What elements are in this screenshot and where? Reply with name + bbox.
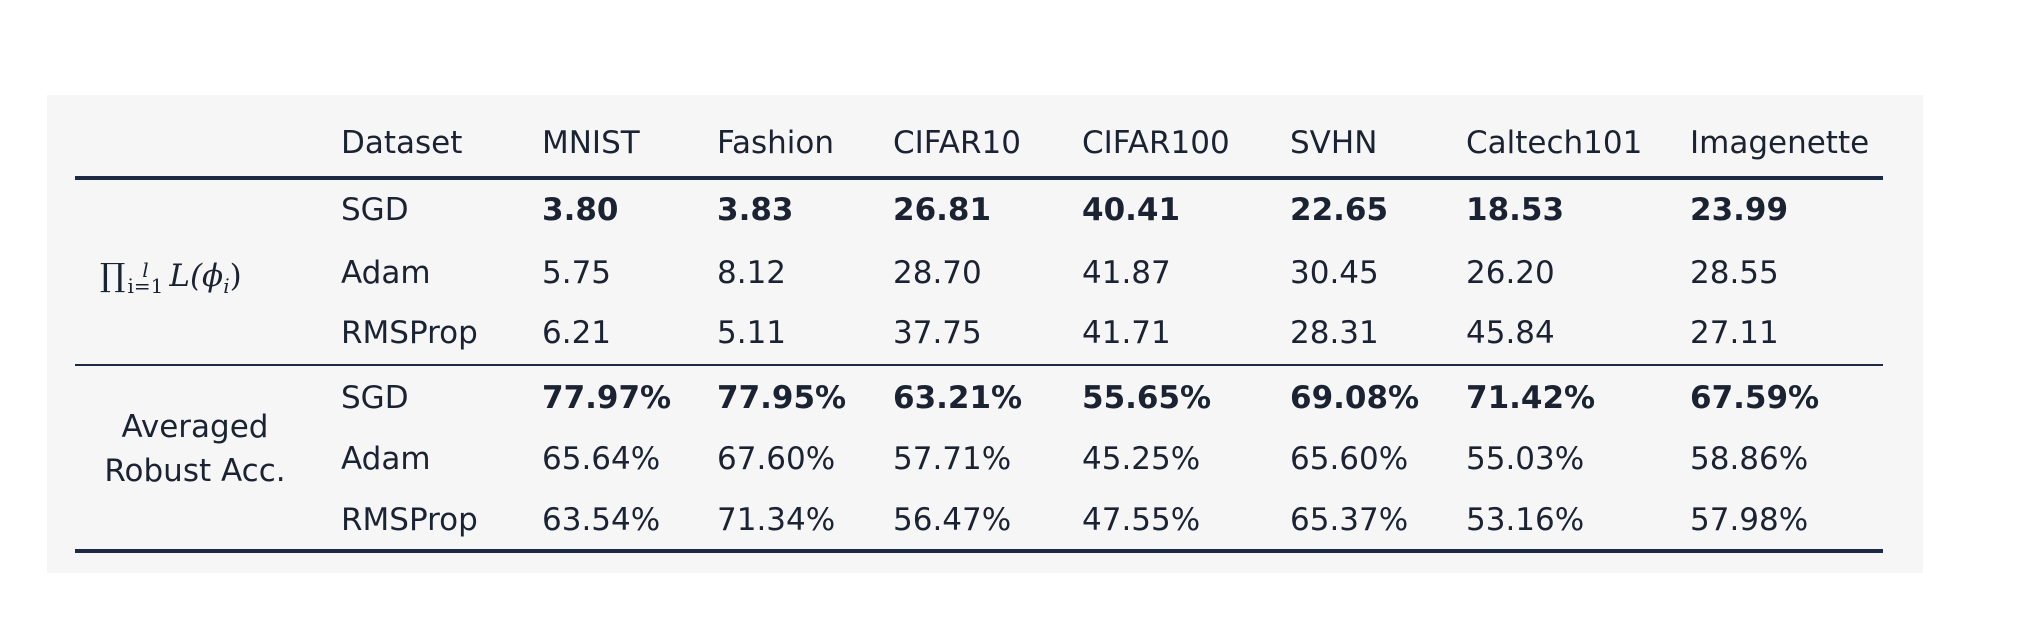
g1-row3-cifar10: 37.75 <box>893 315 982 351</box>
g2-row3-imagenette: 57.98% <box>1690 502 1809 538</box>
g2-row2-cifar100: 45.25% <box>1082 441 1201 477</box>
group-loss-product-label: ∏ l i=1 L(ϕi) <box>100 256 242 299</box>
rule-mid <box>75 364 1883 366</box>
header-cifar100: CIFAR100 <box>1082 125 1230 161</box>
rule-bottom <box>75 549 1883 553</box>
g1-row2-cifar10: 28.70 <box>893 255 982 291</box>
g2-row1-imagenette: 67.59% <box>1690 380 1820 416</box>
g1-row3-fashion: 5.11 <box>717 315 787 351</box>
g2-row3-optimizer: RMSProp <box>341 502 478 538</box>
g1-row3-mnist: 6.21 <box>542 315 612 351</box>
g2-row2-optimizer: Adam <box>341 441 431 477</box>
header-imagenette: Imagenette <box>1690 125 1870 161</box>
g2-row1-cifar10: 63.21% <box>893 380 1023 416</box>
g1-row3-optimizer: RMSProp <box>341 315 478 351</box>
g1-row2-imagenette: 28.55 <box>1690 255 1779 291</box>
g1-row3-cifar100: 41.71 <box>1082 315 1171 351</box>
g2-row1-caltech101: 71.42% <box>1466 380 1596 416</box>
g2-row3-mnist: 63.54% <box>542 502 661 538</box>
g1-row1-optimizer: SGD <box>341 192 409 228</box>
g2-row1-svhn: 69.08% <box>1290 380 1420 416</box>
g2-row3-caltech101: 53.16% <box>1466 502 1585 538</box>
g1-row1-fashion: 3.83 <box>717 192 794 228</box>
g2-row2-cifar10: 57.71% <box>893 441 1012 477</box>
g2-row3-fashion: 71.34% <box>717 502 836 538</box>
g2-row2-imagenette: 58.86% <box>1690 441 1809 477</box>
g2-row3-svhn: 65.37% <box>1290 502 1409 538</box>
rule-header <box>75 176 1883 180</box>
g2-row2-fashion: 67.60% <box>717 441 836 477</box>
g2-row3-cifar10: 56.47% <box>893 502 1012 538</box>
g2-row1-optimizer: SGD <box>341 380 409 416</box>
g1-row2-fashion: 8.12 <box>717 255 787 291</box>
g1-row1-svhn: 22.65 <box>1290 192 1389 228</box>
g1-row3-caltech101: 45.84 <box>1466 315 1555 351</box>
group-averaged-robust-acc-label: Averaged Robust Acc. <box>90 405 300 493</box>
header-svhn: SVHN <box>1290 125 1378 161</box>
g1-row2-mnist: 5.75 <box>542 255 612 291</box>
header-mnist: MNIST <box>542 125 640 161</box>
g2-row1-mnist: 77.97% <box>542 380 672 416</box>
g2-row2-caltech101: 55.03% <box>1466 441 1585 477</box>
g1-row1-cifar10: 26.81 <box>893 192 992 228</box>
header-cifar10: CIFAR10 <box>893 125 1021 161</box>
g1-row1-imagenette: 23.99 <box>1690 192 1789 228</box>
g2-row2-svhn: 65.60% <box>1290 441 1409 477</box>
g1-row2-optimizer: Adam <box>341 255 431 291</box>
header-fashion: Fashion <box>717 125 835 161</box>
header-caltech101: Caltech101 <box>1466 125 1643 161</box>
g1-row2-caltech101: 26.20 <box>1466 255 1555 291</box>
g2-row1-fashion: 77.95% <box>717 380 847 416</box>
table-panel <box>47 95 1923 573</box>
g2-row1-cifar100: 55.65% <box>1082 380 1212 416</box>
g1-row3-svhn: 28.31 <box>1290 315 1379 351</box>
g1-row1-mnist: 3.80 <box>542 192 619 228</box>
g1-row1-cifar100: 40.41 <box>1082 192 1181 228</box>
g1-row1-caltech101: 18.53 <box>1466 192 1565 228</box>
g1-row2-svhn: 30.45 <box>1290 255 1379 291</box>
g1-row3-imagenette: 27.11 <box>1690 315 1779 351</box>
group-label-line2: Robust Acc. <box>104 453 286 489</box>
g2-row3-cifar100: 47.55% <box>1082 502 1201 538</box>
header-dataset: Dataset <box>341 125 463 161</box>
g2-row2-mnist: 65.64% <box>542 441 661 477</box>
group-label-line1: Averaged <box>121 409 269 445</box>
g1-row2-cifar100: 41.87 <box>1082 255 1171 291</box>
